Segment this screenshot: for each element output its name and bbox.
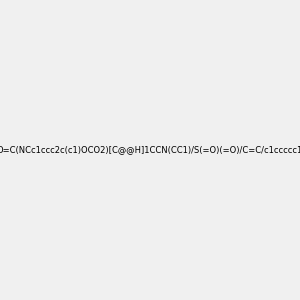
Text: O=C(NCc1ccc2c(c1)OCO2)[C@@H]1CCN(CC1)/S(=O)(=O)/C=C/c1ccccc1: O=C(NCc1ccc2c(c1)OCO2)[C@@H]1CCN(CC1)/S(… (0, 146, 300, 154)
